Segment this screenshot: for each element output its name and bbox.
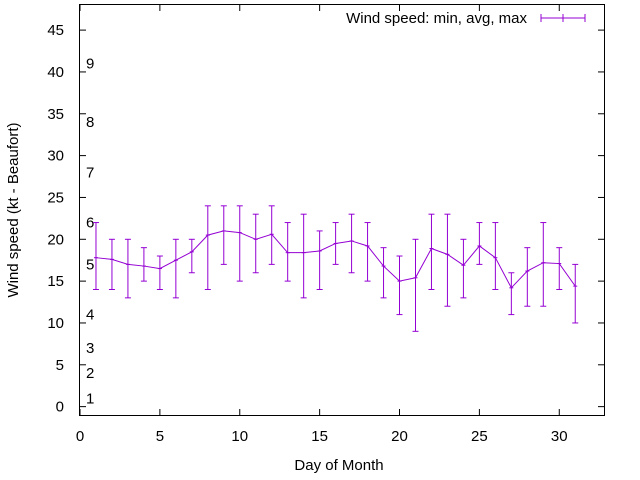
- x-tick-label: 10: [231, 428, 248, 445]
- beaufort-label: 4: [86, 307, 94, 324]
- y-tick-label: 20: [47, 231, 64, 248]
- x-tick-label: 20: [391, 428, 408, 445]
- x-axis-title: Day of Month: [294, 457, 383, 474]
- x-tick-label: 15: [311, 428, 328, 445]
- x-tick-label: 25: [471, 428, 488, 445]
- legend-label: Wind speed: min, avg, max: [346, 10, 527, 27]
- series-layer: [92, 205, 579, 332]
- x-tick-label: 0: [76, 428, 84, 445]
- beaufort-label: 2: [86, 365, 94, 382]
- plot-frame: [79, 4, 605, 416]
- beaufort-label: 3: [86, 340, 94, 357]
- beaufort-label: 6: [86, 215, 94, 232]
- y-tick-label: 10: [47, 315, 64, 332]
- beaufort-label: 5: [86, 256, 94, 273]
- y-tick-label: 15: [47, 273, 64, 290]
- beaufort-label: 8: [86, 114, 94, 131]
- y-tick-label: 0: [56, 399, 64, 416]
- y-tick-label: 35: [47, 106, 64, 123]
- y-tick-label: 25: [47, 189, 64, 206]
- y-tick-label: 30: [47, 148, 64, 165]
- beaufort-label: 7: [86, 164, 94, 181]
- legend: Wind speed: min, avg, max: [346, 10, 586, 27]
- y-tick-label: 40: [47, 64, 64, 81]
- y-tick-label: 5: [56, 357, 64, 374]
- beaufort-label: 1: [86, 390, 94, 407]
- beaufort-labels: 1 2 3 4 5 6 7 8 9: [86, 56, 94, 408]
- y-axis-title: Wind speed (kt - Beaufort): [5, 122, 22, 297]
- y-tick-label: 45: [47, 22, 64, 39]
- x-tick-label: 5: [156, 428, 164, 445]
- x-tick-label: 30: [551, 428, 568, 445]
- beaufort-label: 9: [86, 56, 94, 73]
- legend-sample: [540, 14, 586, 22]
